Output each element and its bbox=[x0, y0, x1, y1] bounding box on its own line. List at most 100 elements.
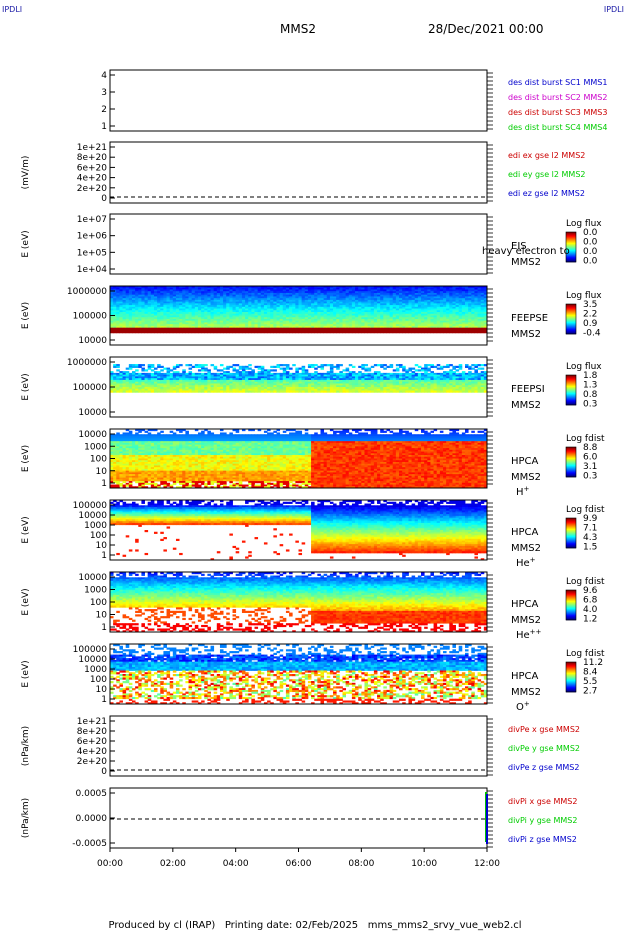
y-axis-label: E (eV) bbox=[21, 516, 31, 543]
panel-frame bbox=[109, 499, 488, 561]
colorbar bbox=[565, 589, 577, 621]
legend-entry: des dist burst SC4 MMS4 bbox=[508, 123, 607, 132]
y-axis-label: E (eV) bbox=[21, 302, 31, 329]
colorbar-tick: 5.5 bbox=[583, 677, 597, 687]
y-tick-label: 1e+21 bbox=[77, 143, 107, 153]
y-tick-label: 1 bbox=[101, 695, 107, 705]
legend-entry: divPi z gse MMS2 bbox=[508, 835, 577, 844]
y-tick-label: 10000 bbox=[78, 430, 107, 440]
instrument-label: FEEPSI bbox=[511, 384, 545, 395]
y-tick-label: 0 bbox=[101, 194, 107, 204]
y-tick-label: 4 bbox=[101, 71, 107, 81]
colorbar-label: Log fdist bbox=[566, 649, 605, 659]
colorbar-tick: 6.0 bbox=[583, 453, 598, 463]
spacecraft-label: MMS2 bbox=[511, 687, 541, 698]
panel-p10 bbox=[109, 715, 493, 777]
colorbar-tick: 1.2 bbox=[583, 615, 597, 625]
y-tick-label: 100 bbox=[90, 531, 107, 541]
y-tick-label: 6e+20 bbox=[77, 737, 108, 747]
colorbar-tick: 1.8 bbox=[583, 371, 598, 381]
colorbar bbox=[565, 446, 577, 478]
y-tick-label: 10 bbox=[96, 611, 108, 621]
y-axis-label: E (eV) bbox=[21, 230, 31, 257]
y-tick-label: 1000 bbox=[84, 521, 107, 531]
colorbar-tick: 0.0 bbox=[583, 228, 598, 238]
x-tick-label: 08:00 bbox=[348, 859, 374, 869]
footer-printing-date: Printing date: 02/Feb/2025 bbox=[224, 920, 359, 931]
instrument-label: EIS bbox=[511, 241, 527, 252]
panel-frame bbox=[109, 715, 488, 777]
panel-frame bbox=[109, 787, 488, 849]
panel-frame bbox=[109, 69, 488, 132]
panel-p3 bbox=[109, 213, 577, 275]
instrument-label: HPCA bbox=[511, 527, 539, 538]
y-tick-label: 10 bbox=[96, 541, 108, 551]
y-axis-label: (nPa/km) bbox=[21, 798, 31, 838]
colorbar-label: Log flux bbox=[566, 291, 602, 301]
legend-entry: divPi x gse MMS2 bbox=[508, 797, 577, 806]
corner-label-left: IPDLI bbox=[2, 5, 23, 14]
colorbar-tick: 0.0 bbox=[583, 247, 598, 257]
y-tick-label: 10 bbox=[96, 685, 108, 695]
y-tick-label: 2e+20 bbox=[77, 757, 108, 767]
colorbar-tick: 0.8 bbox=[583, 390, 598, 400]
y-tick-label: 1000 bbox=[84, 665, 107, 675]
panel-p8 bbox=[109, 571, 577, 633]
y-tick-label: 1 bbox=[101, 623, 107, 633]
y-tick-label: 3 bbox=[101, 88, 107, 98]
colorbar-tick: -0.4 bbox=[583, 329, 601, 339]
legend-entry: divPe x gse MMS2 bbox=[508, 725, 580, 734]
y-tick-label: 100000 bbox=[73, 383, 108, 393]
panel-frame bbox=[109, 643, 488, 705]
species-label: O+ bbox=[516, 700, 530, 713]
y-tick-label: 10000 bbox=[78, 336, 107, 346]
y-tick-label: 10000 bbox=[78, 408, 107, 418]
y-tick-label: 1 bbox=[101, 479, 107, 489]
colorbar-tick: 1.5 bbox=[583, 543, 597, 553]
x-tick-label: 12:00 bbox=[474, 859, 500, 869]
colorbar-tick: 0.3 bbox=[583, 400, 597, 410]
y-tick-label: 0.0000 bbox=[76, 814, 108, 824]
panel-p1 bbox=[109, 69, 493, 132]
y-axis-label: E (eV) bbox=[21, 445, 31, 472]
legend-entry: divPe z gse MMS2 bbox=[508, 763, 579, 772]
y-tick-label: 100 bbox=[90, 675, 107, 685]
panel-p6 bbox=[109, 428, 577, 489]
y-tick-label: 100 bbox=[90, 598, 107, 608]
y-tick-label: 1e+07 bbox=[77, 215, 107, 225]
overlay-text: heavy electron to bbox=[482, 246, 570, 257]
y-axis-label: (mV/m) bbox=[21, 156, 31, 190]
species-label: H+ bbox=[516, 485, 530, 498]
y-tick-label: 10000 bbox=[78, 573, 107, 583]
spacecraft-label: MMS2 bbox=[511, 400, 541, 411]
y-tick-label: -0.0005 bbox=[72, 839, 107, 849]
colorbar-tick: 8.4 bbox=[583, 668, 598, 678]
legend-entry: edi ez gse l2 MMS2 bbox=[508, 189, 585, 198]
y-tick-label: 10000 bbox=[78, 511, 107, 521]
spacecraft-title: MMS2 bbox=[280, 22, 316, 36]
legend-entry: divPe y gse MMS2 bbox=[508, 744, 580, 753]
species-charge: + bbox=[530, 556, 536, 564]
legend-entry: des dist burst SC1 MMS1 bbox=[508, 78, 607, 87]
y-tick-label: 0 bbox=[101, 767, 107, 777]
colorbar-label: Log fdist bbox=[566, 577, 605, 587]
species-charge: + bbox=[524, 700, 530, 708]
panel-p4 bbox=[109, 285, 577, 346]
colorbar bbox=[565, 374, 577, 406]
colorbar-tick: 0.3 bbox=[583, 472, 597, 482]
y-tick-label: 4e+20 bbox=[77, 174, 108, 184]
y-tick-label: 1000000 bbox=[67, 287, 107, 297]
y-tick-label: 100 bbox=[90, 455, 107, 465]
y-axis-label: (nPa/km) bbox=[21, 726, 31, 766]
panel-p7 bbox=[109, 499, 577, 561]
legend-entry: edi ex gse l2 MMS2 bbox=[508, 151, 585, 160]
colorbar-label: Log flux bbox=[566, 362, 602, 372]
colorbar-tick: 9.9 bbox=[583, 514, 598, 524]
colorbar-label: Log fdist bbox=[566, 505, 605, 515]
y-tick-label: 100000 bbox=[73, 501, 108, 511]
y-tick-label: 2 bbox=[101, 105, 107, 115]
x-tick-label: 00:00 bbox=[97, 859, 123, 869]
species-charge: + bbox=[524, 485, 530, 493]
date-title: 28/Dec/2021 00:00 bbox=[428, 22, 544, 36]
